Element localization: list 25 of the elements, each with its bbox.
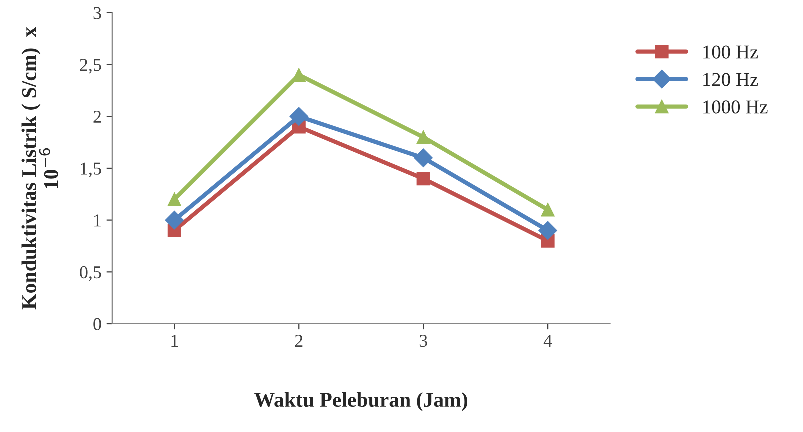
point <box>292 68 306 82</box>
y-tick-label: 2,5 <box>80 59 102 74</box>
y-tick-label: 1,5 <box>81 162 102 178</box>
legend-label: 120 Hz <box>704 73 758 86</box>
y-tick-label: 1 <box>94 214 101 227</box>
y-axis-title: Konduktivitas Listrik ( S/cm) x 10$^{−6}$ <box>22 27 58 310</box>
point <box>541 203 555 217</box>
x-tick-label: 1 <box>172 335 178 347</box>
point <box>416 172 430 186</box>
point <box>416 130 430 144</box>
y-tick-label: 2 <box>94 110 102 123</box>
point <box>165 210 184 230</box>
y-tick-label: 0,5 <box>80 266 102 282</box>
legend-label: 100 Hz <box>704 46 758 59</box>
x-tick-label: 4 <box>544 335 552 347</box>
x-tick-label: 2 <box>295 334 303 347</box>
legend-label: 1000 Hz <box>704 100 768 114</box>
point <box>168 192 182 206</box>
point <box>538 221 558 240</box>
x-tick-label: 3 <box>420 334 428 348</box>
x-axis-title: Waktu Peleburan (Jam) <box>254 392 468 412</box>
y-tick-label: 0 <box>94 318 102 330</box>
y-tick-label: 3 <box>94 7 102 20</box>
point <box>290 107 308 126</box>
point <box>414 148 433 168</box>
